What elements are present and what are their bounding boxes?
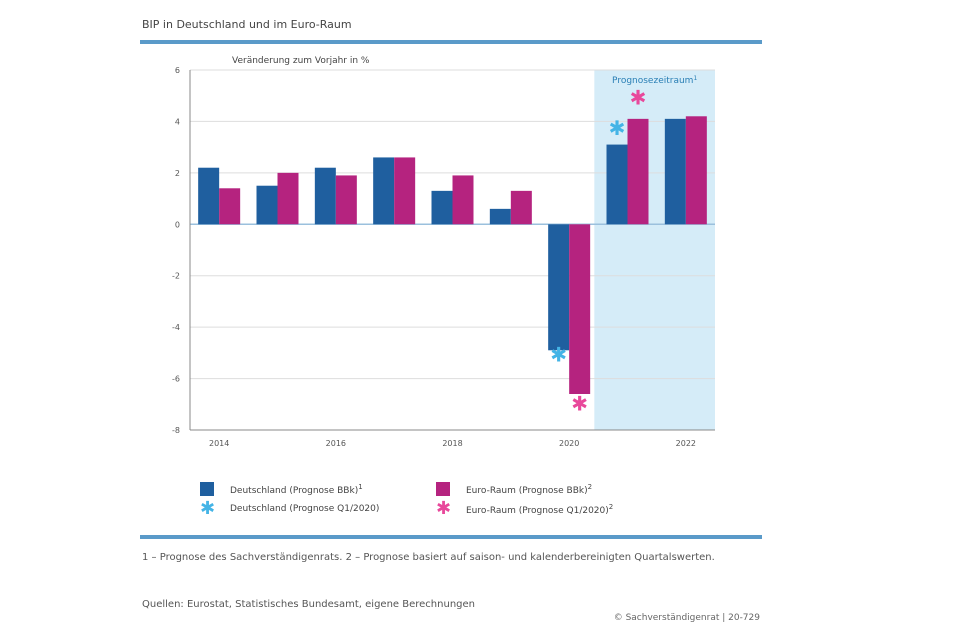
bar-ez-2017 — [394, 157, 416, 225]
legend-item-ez-forecast: ✱ Euro-Raum (Prognose Q1/2020)2 — [436, 498, 614, 519]
footnote: 1 – Prognose des Sachverständigenrats. 2… — [142, 552, 715, 563]
legend-star-de: ✱ — [200, 498, 216, 519]
forecast-label: Prognosezeitraum1 — [612, 75, 697, 87]
marker-de-2021: ✱ — [609, 116, 626, 140]
bar-de-2014 — [198, 167, 220, 225]
top-rule — [140, 40, 762, 44]
bar-ez-2018 — [452, 175, 474, 225]
legend-swatch-de — [200, 482, 214, 496]
y-tick-label: -8 — [172, 426, 180, 435]
bar-ez-2022 — [685, 116, 707, 225]
bar-ez-2016 — [335, 175, 357, 225]
y-tick-label: -6 — [172, 375, 180, 384]
bar-de-2016 — [314, 167, 336, 225]
bar-ez-2015 — [277, 172, 299, 225]
y-tick-label: -4 — [172, 323, 180, 332]
x-tick-label: 2018 — [442, 439, 462, 448]
bar-de-2020 — [548, 224, 570, 351]
bar-ez-2021 — [627, 118, 649, 225]
y-tick-label: 2 — [175, 169, 180, 178]
bar-ez-2014 — [219, 188, 241, 225]
y-tick-label: 4 — [175, 117, 180, 126]
legend-swatch-ez — [436, 482, 450, 496]
legend-label-de-forecast: Deutschland (Prognose Q1/2020) — [230, 504, 380, 514]
legend-label-de-actual: Deutschland (Prognose BBk)1 — [230, 482, 363, 496]
bar-de-2017 — [373, 157, 395, 225]
y-tick-label: 6 — [175, 66, 180, 75]
bar-de-2018 — [431, 190, 453, 225]
legend-item-ez-actual: Euro-Raum (Prognose BBk)2 — [436, 482, 592, 496]
marker-ez-2020: ✱ — [571, 391, 588, 415]
y-tick-label: 0 — [175, 220, 180, 229]
legend-label-ez-forecast: Euro-Raum (Prognose Q1/2020)2 — [466, 502, 614, 516]
x-tick-label: 2014 — [209, 439, 229, 448]
bar-de-2021 — [606, 144, 628, 225]
legend-item-de-forecast: ✱ Deutschland (Prognose Q1/2020) — [200, 498, 380, 519]
forecast-label-sup: 1 — [693, 75, 697, 82]
bar-de-2015 — [256, 185, 278, 225]
chart-title: BIP in Deutschland und im Euro-Raum — [142, 18, 352, 31]
reference-id: © Sachverständigenrat | 20-729 — [613, 613, 760, 623]
bar-ez-2020 — [569, 224, 591, 394]
y-tick-label: -2 — [172, 272, 180, 281]
legend-star-ez: ✱ — [436, 498, 452, 519]
legend-label-ez-actual: Euro-Raum (Prognose BBk)2 — [466, 482, 593, 496]
bar-de-2019 — [489, 208, 511, 225]
bottom-rule — [140, 535, 762, 539]
x-tick-label: 2016 — [326, 439, 346, 448]
marker-de-2020: ✱ — [550, 342, 567, 366]
bar-de-2022 — [664, 118, 686, 225]
y-axis-label: Veränderung zum Vorjahr in % — [232, 56, 370, 66]
x-tick-label: 2022 — [676, 439, 696, 448]
marker-ez-2021: ✱ — [630, 85, 647, 109]
source-note: Quellen: Eurostat, Statistisches Bundesa… — [142, 599, 475, 610]
bar-ez-2019 — [510, 190, 532, 225]
x-tick-label: 2020 — [559, 439, 579, 448]
legend-item-de-actual: Deutschland (Prognose BBk)1 — [200, 482, 363, 496]
